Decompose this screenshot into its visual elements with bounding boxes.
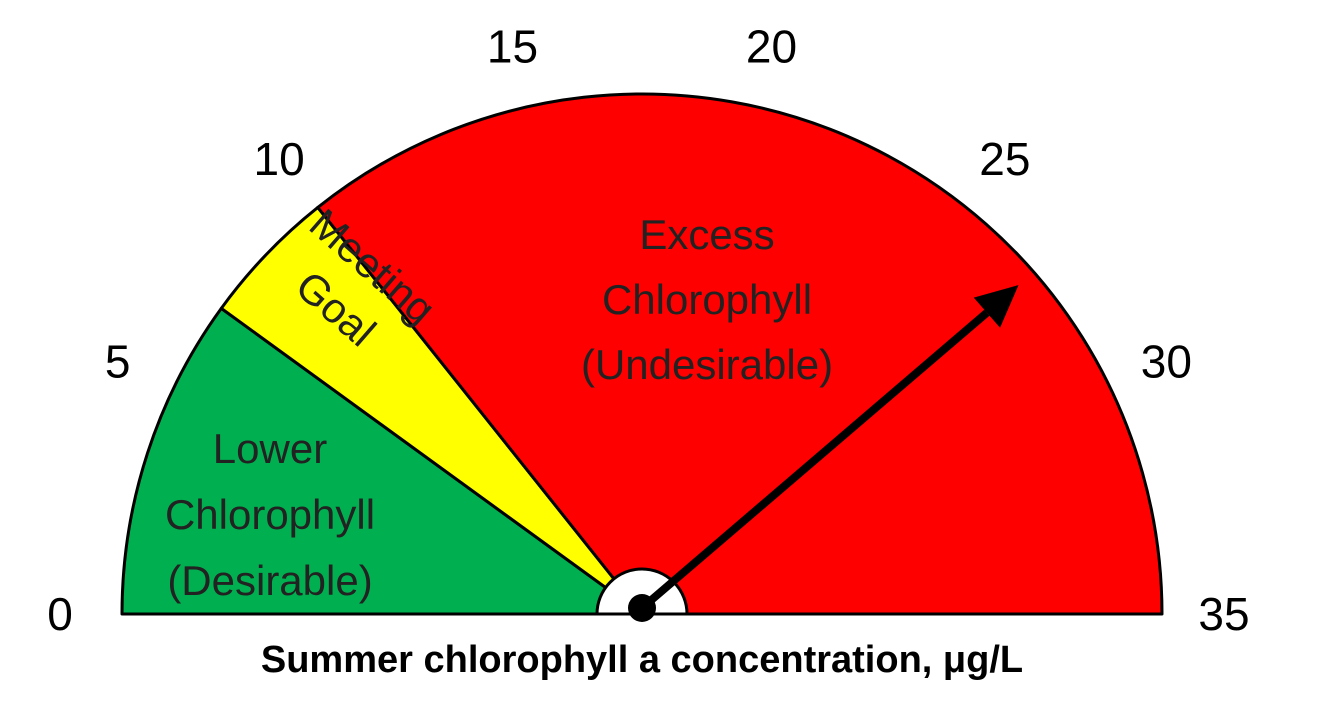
tick-label: 10 xyxy=(254,133,305,185)
needle-pivot xyxy=(628,594,656,622)
band-label: Chlorophyll xyxy=(165,491,375,538)
band-label-group: Lower Chlorophyll (Desirable) xyxy=(165,425,375,604)
band-label: Chlorophyll xyxy=(602,276,812,323)
gauge-band xyxy=(316,92,1164,616)
band-label: (Undesirable) xyxy=(581,341,833,388)
axis-label: Summer chlorophyll a concentration, μg/L xyxy=(261,639,1023,681)
needle xyxy=(628,285,1019,622)
needle-shaft xyxy=(639,309,990,612)
tick-label: 5 xyxy=(105,336,131,388)
tick-label: 15 xyxy=(487,21,538,73)
tick-label: 20 xyxy=(746,21,797,73)
band-label-group: Excess Chlorophyll (Undesirable) xyxy=(581,211,833,388)
tick-label: 35 xyxy=(1198,588,1249,640)
band-label: (Desirable) xyxy=(167,557,372,604)
band-label: Lower xyxy=(213,425,327,472)
tick-label: 25 xyxy=(979,133,1030,185)
gauge-band xyxy=(120,306,644,616)
band-label: Excess xyxy=(639,211,774,258)
tick-label: 0 xyxy=(47,588,73,640)
hub xyxy=(595,567,689,616)
tick-label: 30 xyxy=(1141,336,1192,388)
needle-head xyxy=(973,285,1019,328)
